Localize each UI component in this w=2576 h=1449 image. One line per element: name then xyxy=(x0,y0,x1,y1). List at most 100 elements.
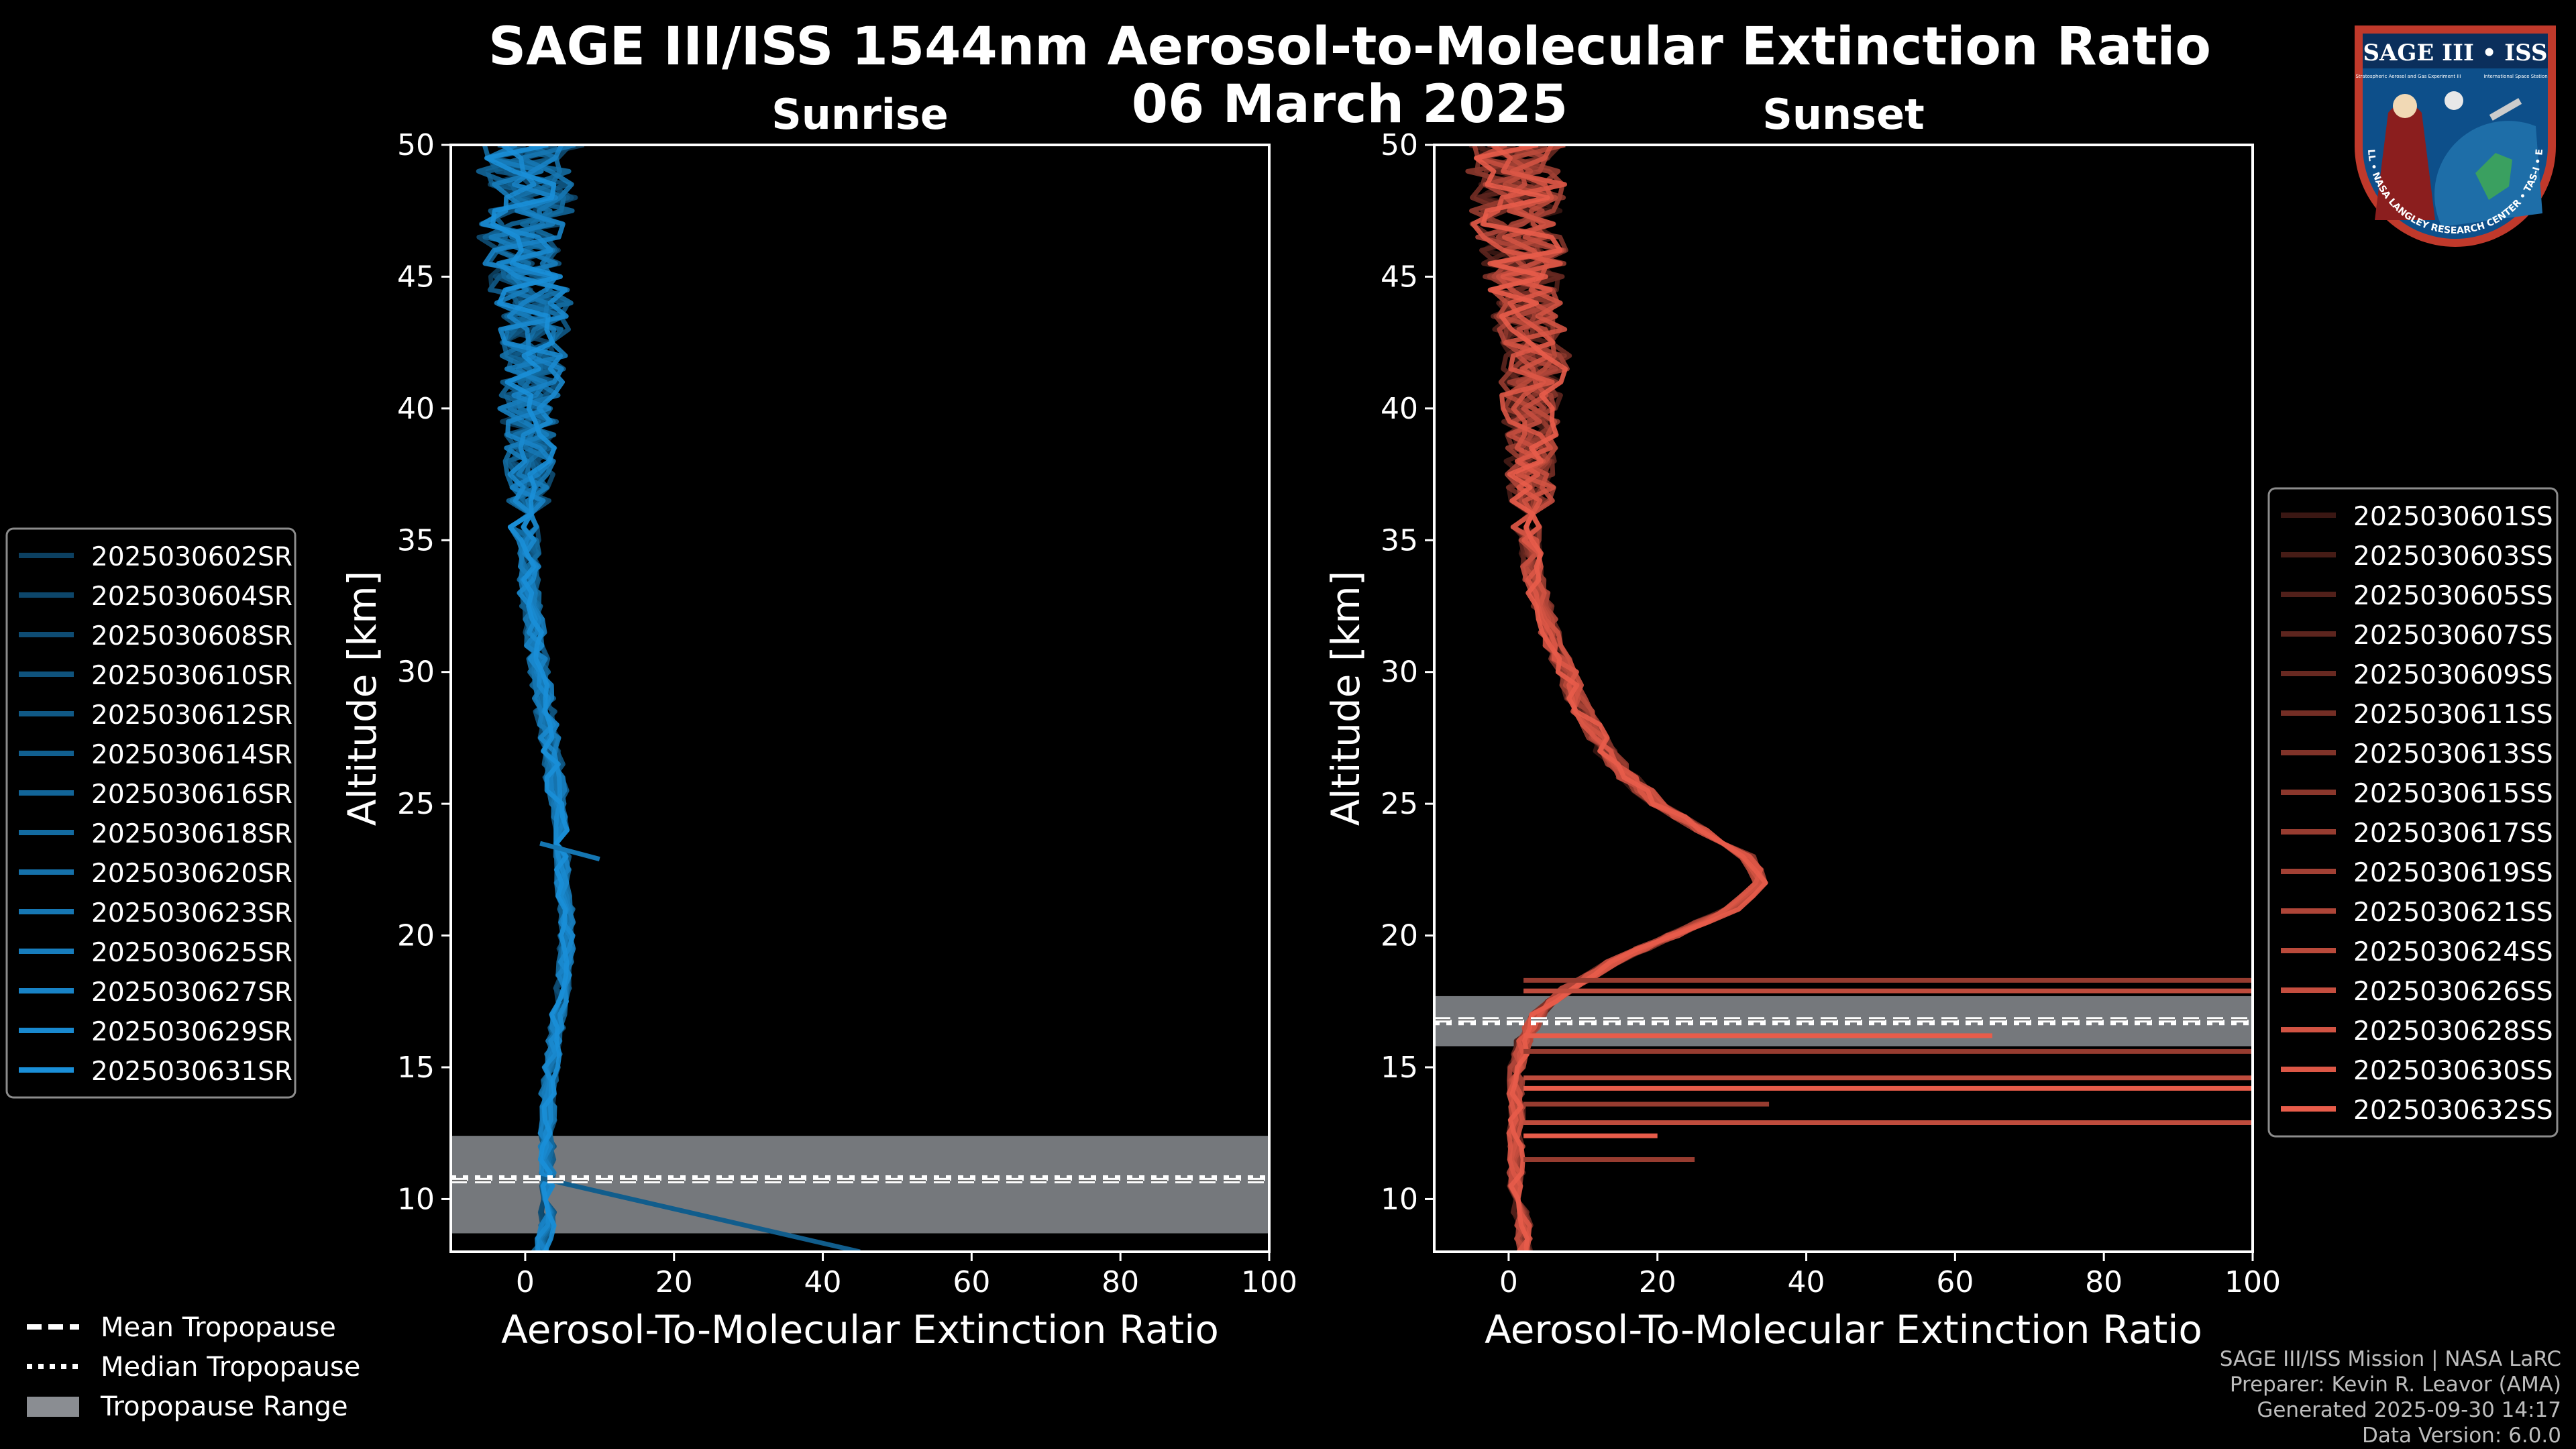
legend-entry: 2025030604SR xyxy=(91,582,292,612)
legend-entry: 2025030621SS xyxy=(2353,898,2553,928)
y-tick-label: 50 xyxy=(397,128,435,162)
y-tick-label: 45 xyxy=(397,260,435,294)
legend-entry: 2025030612SR xyxy=(91,700,292,731)
y-tick-label: 15 xyxy=(1381,1051,1418,1085)
y-tick-label: 20 xyxy=(1381,919,1418,953)
x-tick-label: 40 xyxy=(804,1265,842,1299)
plot-frame xyxy=(449,144,1271,1253)
profile-2025030621SS xyxy=(1475,145,1763,1252)
legend-entry: 2025030617SS xyxy=(2353,818,2553,849)
sunset-panel: 0 20 40 60 80 100 10 15 20 25 30 35 40 45 50 Sunset Aero… xyxy=(1323,90,2281,1352)
tropopause-legend: Mean Tropopause Median Tropopause Tropop… xyxy=(27,1312,360,1422)
y-tick-label: 10 xyxy=(397,1182,435,1216)
logo-subtitle-right: International Space Station xyxy=(2483,74,2547,79)
credit-generated: Generated 2025-09-30 14:17 xyxy=(2257,1398,2561,1422)
legend-entry: 2025030607SS xyxy=(2353,621,2553,651)
legend-entry: 2025030619SS xyxy=(2353,858,2553,888)
x-axis-label: Aerosol-To-Molecular Extinction Ratio xyxy=(1485,1307,2202,1352)
plot-frame xyxy=(1433,144,2254,1253)
legend-entry: 2025030616SR xyxy=(91,780,292,810)
sunrise-legend: 2025030602SR 2025030604SR 2025030608SR 2025… xyxy=(5,527,297,1099)
median-tropopause-label: Median Tropopause xyxy=(101,1352,360,1383)
credit-mission: SAGE III/ISS Mission | NASA LaRC xyxy=(2220,1347,2561,1371)
credit-preparer: Preparer: Kevin R. Leavor (AMA) xyxy=(2230,1373,2561,1397)
y-axis-label: Altitude [km] xyxy=(1323,571,1368,826)
y-tick-label: 50 xyxy=(1381,128,1418,162)
legend-entry: 2025030630SS xyxy=(2353,1056,2553,1086)
legend-entry: 2025030629SR xyxy=(91,1017,292,1047)
profile-2025030631SR xyxy=(484,145,570,1252)
logo-galileo-head xyxy=(2393,94,2417,118)
figure-title-line2: 06 March 2025 xyxy=(1132,74,1568,135)
legend-entry: 2025030614SR xyxy=(91,740,292,770)
y-axis-label: Altitude [km] xyxy=(339,571,385,826)
y-tick-label: 30 xyxy=(1381,655,1418,690)
tropopause-range-band xyxy=(451,1136,1269,1234)
legend-entry: 2025030603SS xyxy=(2353,541,2553,572)
credit-version: Data Version: 6.0.0 xyxy=(2362,1424,2561,1448)
legend-entry: 2025030631SR xyxy=(91,1057,292,1087)
legend-entry: 2025030610SR xyxy=(91,661,292,691)
y-tick-label: 10 xyxy=(1381,1182,1418,1216)
legend-entry: 2025030632SS xyxy=(2353,1095,2553,1126)
legend-entry: 2025030613SS xyxy=(2353,739,2553,769)
legend-entry: 2025030625SR xyxy=(91,938,292,968)
panel-title: Sunrise xyxy=(771,90,949,139)
legend-entry: 2025030602SR xyxy=(91,542,292,572)
profile-lines xyxy=(476,145,861,1252)
x-tick-label: 60 xyxy=(1936,1265,1974,1299)
logo-moon xyxy=(2445,91,2463,110)
legend-frame xyxy=(2267,487,2559,1138)
legend-entry: 2025030626SS xyxy=(2353,977,2553,1007)
x-tick-label: 20 xyxy=(1639,1265,1676,1299)
profile-spike xyxy=(539,841,600,862)
tropopause-range-label: Tropopause Range xyxy=(100,1391,348,1422)
x-tick-label: 60 xyxy=(953,1265,990,1299)
mean-tropopause-label: Mean Tropopause xyxy=(101,1312,336,1343)
y-tick-label: 40 xyxy=(1381,392,1418,426)
sunrise-panel: 0 20 40 60 80 100 10 15 20 25 30 35 40 45 50 Sunrise Aer… xyxy=(339,90,1297,1352)
legend-entry: 2025030618SR xyxy=(91,819,292,849)
y-tick-label: 25 xyxy=(1381,787,1418,821)
profile-2025030629SR xyxy=(480,145,576,1252)
profile-2025030632SS xyxy=(1473,145,1768,1252)
x-tick-label: 0 xyxy=(516,1265,535,1299)
legend-entry: 2025030628SS xyxy=(2353,1016,2553,1046)
x-tick-label: 80 xyxy=(1102,1265,1139,1299)
legend-entry: 2025030611SS xyxy=(2353,700,2553,730)
x-tick-label: 80 xyxy=(2085,1265,2123,1299)
legend-entry: 2025030608SR xyxy=(91,621,292,651)
y-tick-label: 25 xyxy=(397,787,435,821)
x-tick-label: 100 xyxy=(2224,1265,2281,1299)
x-tick-label: 20 xyxy=(655,1265,693,1299)
legend-entry: 2025030609SS xyxy=(2353,660,2553,690)
legend-entry: 2025030627SR xyxy=(91,977,292,1008)
profile-spike xyxy=(539,1175,861,1252)
legend-frame xyxy=(5,527,297,1099)
tropopause-range-swatch xyxy=(27,1397,79,1417)
x-tick-label: 40 xyxy=(1788,1265,1825,1299)
figure-title-line1: SAGE III/ISS 1544nm Aerosol-to-Molecular… xyxy=(488,17,2211,77)
logo-title-band xyxy=(2363,34,2548,68)
plot-area xyxy=(1434,145,2253,1252)
logo-iss xyxy=(2489,98,2522,121)
y-tick-label: 35 xyxy=(397,523,435,557)
y-tick-label: 40 xyxy=(397,392,435,426)
sage-iii-iss-mission-logo: SAGE III • ISS Stratospheric Aerosol and… xyxy=(2341,12,2556,247)
y-tick-label: 35 xyxy=(1381,523,1418,557)
legend-entry: 2025030620SR xyxy=(91,859,292,889)
logo-title: SAGE III • ISS xyxy=(2363,40,2547,66)
y-tick-label: 15 xyxy=(397,1051,435,1085)
logo-galileo-figure xyxy=(2375,103,2435,220)
x-tick-label: 100 xyxy=(1241,1265,1297,1299)
legend-entry: 2025030605SS xyxy=(2353,581,2553,611)
x-tick-label: 0 xyxy=(1499,1265,1518,1299)
sunset-legend: 2025030601SS 2025030603SS 2025030605SS 2025… xyxy=(2267,487,2559,1138)
legend-entry: 2025030623SR xyxy=(91,898,292,928)
credits: SAGE III/ISS Mission | NASA LaRC Prepare… xyxy=(2220,1347,2561,1448)
panel-title: Sunset xyxy=(1762,90,1925,139)
legend-entry: 2025030601SS xyxy=(2353,502,2553,532)
logo-subtitle-left: Stratospheric Aerosol and Gas Experiment… xyxy=(2355,74,2461,79)
profile-lines xyxy=(1465,145,2253,1252)
